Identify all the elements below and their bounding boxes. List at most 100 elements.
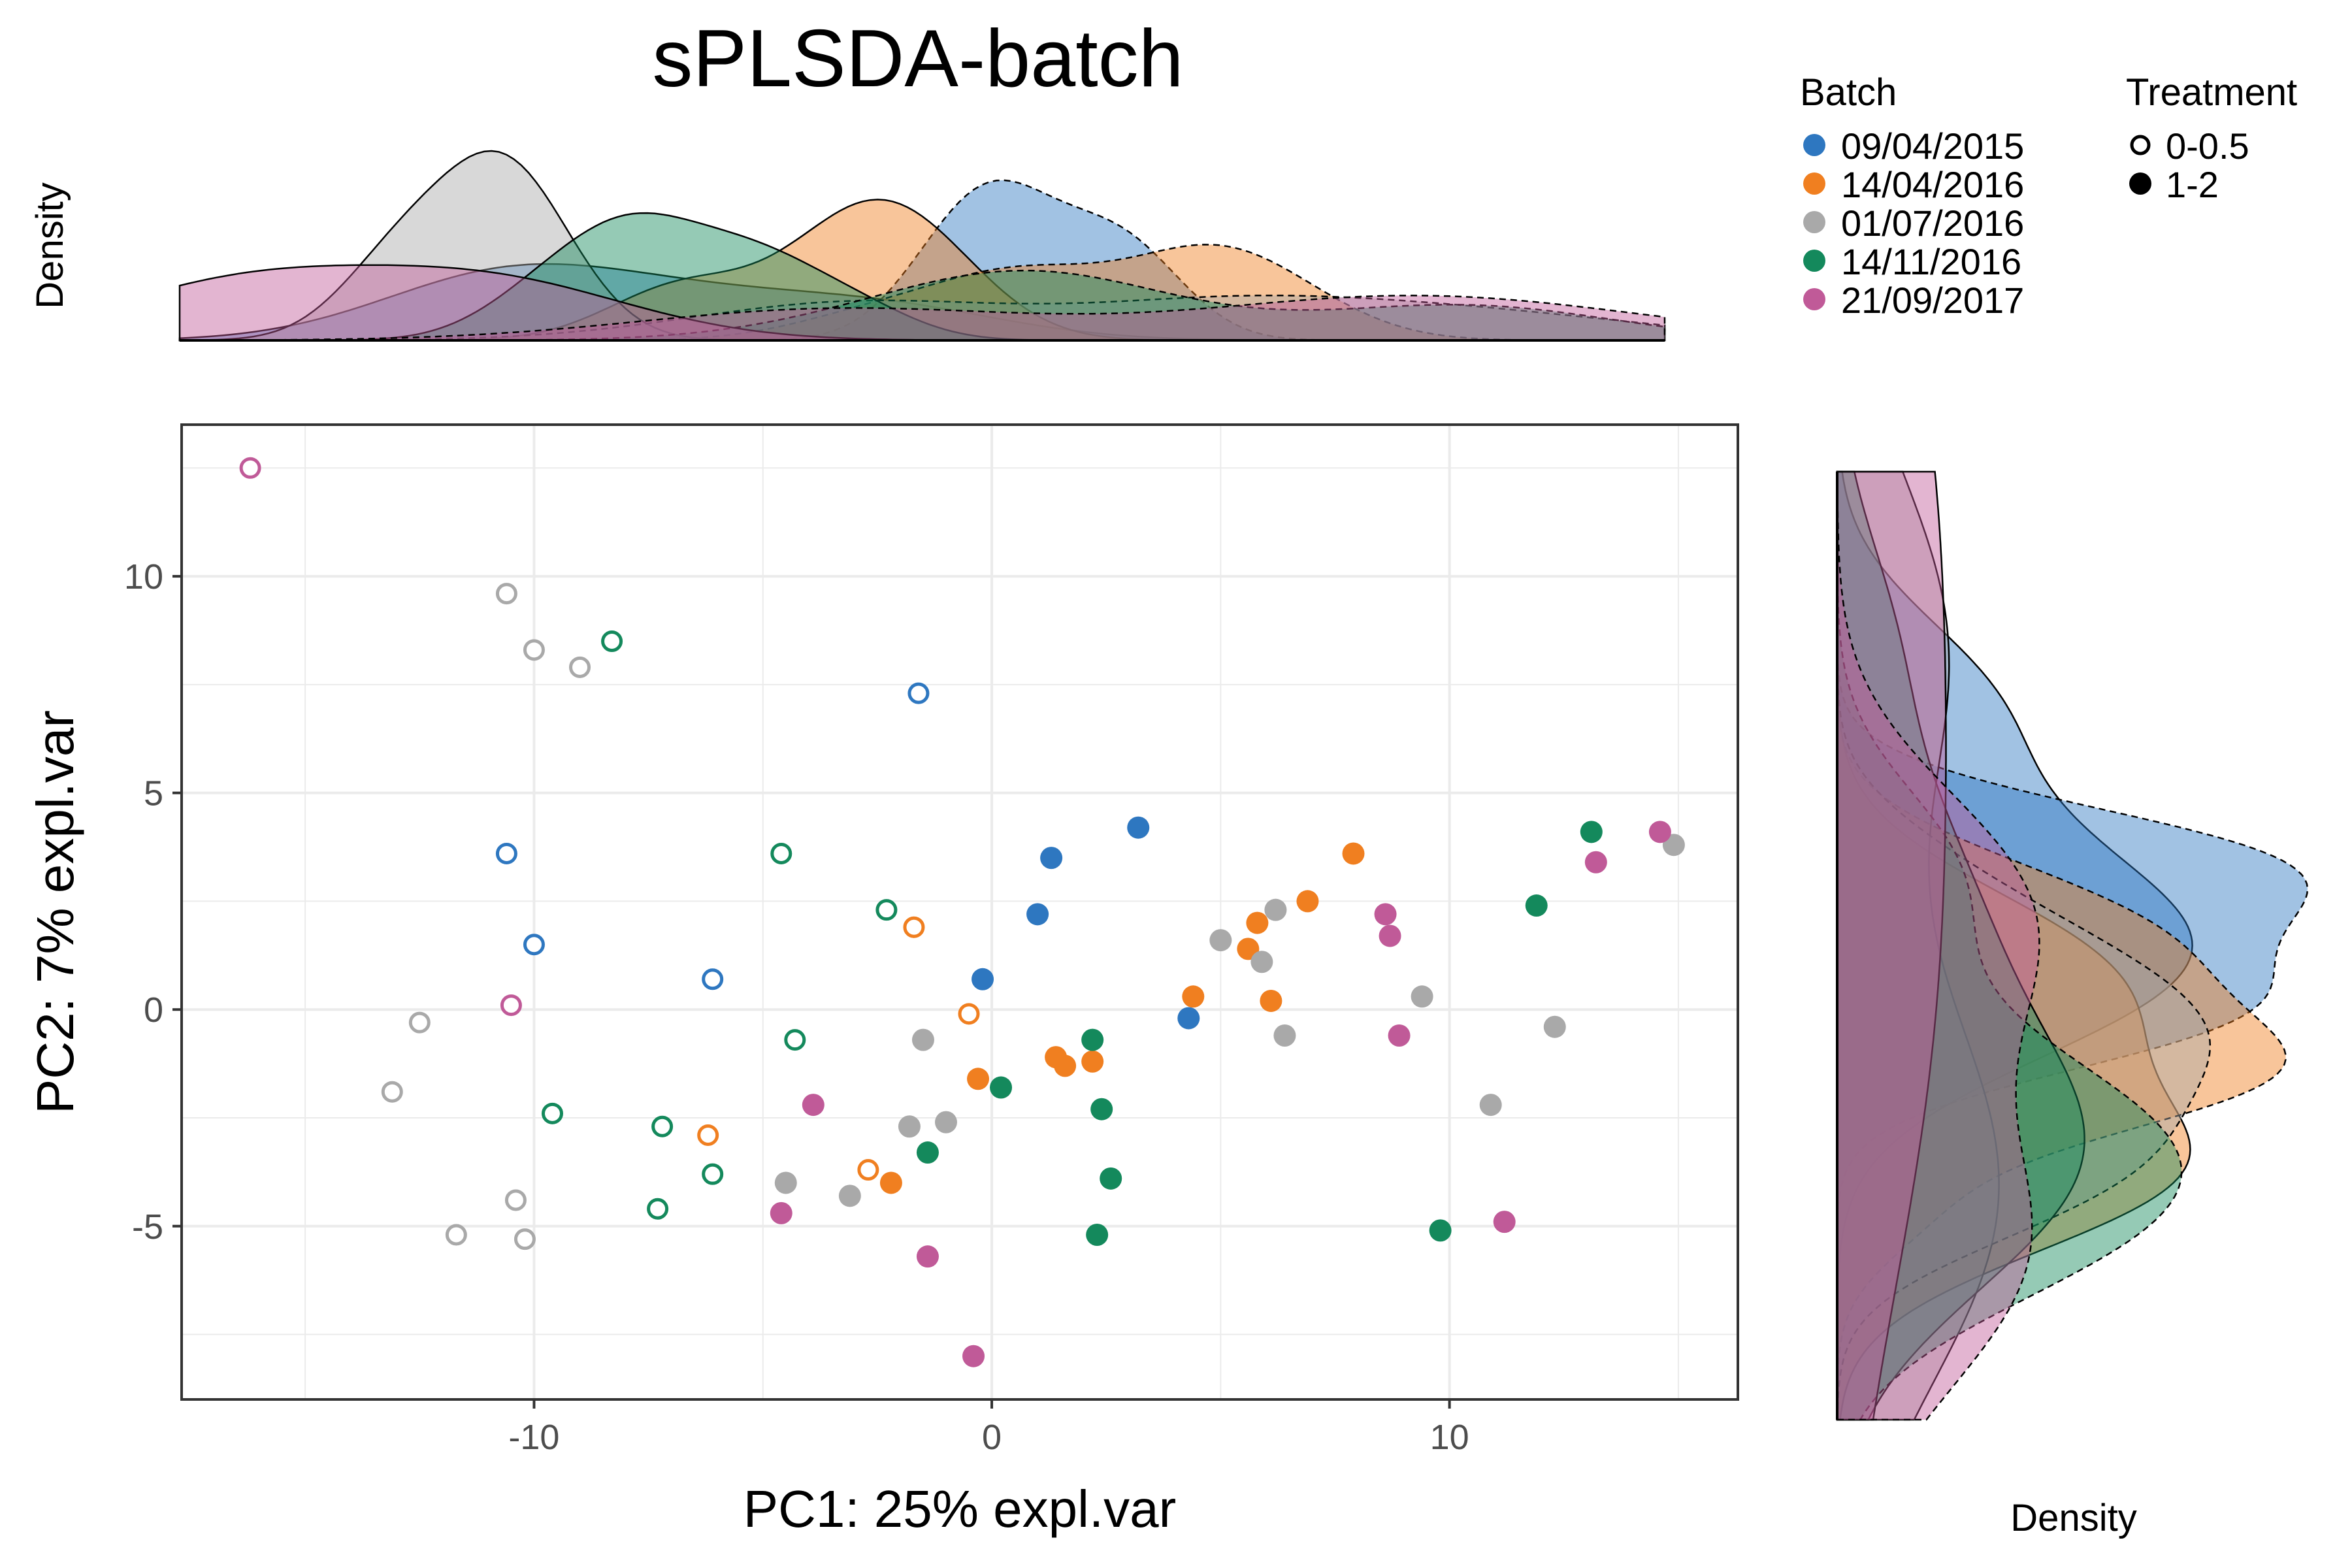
data-point [903, 916, 925, 938]
x-tick-label: 10 [1430, 1418, 1469, 1457]
data-point [495, 842, 517, 864]
legend-batch-label: 14/11/2016 [1841, 241, 2021, 282]
data-point [500, 994, 522, 1017]
right-density-curve [1836, 470, 2040, 1421]
data-point [898, 1115, 921, 1138]
data-point [934, 1111, 957, 1134]
legend-treatment-items: 0-0.51-2 [2129, 125, 2249, 205]
plot-border [180, 423, 1739, 1401]
legend-treatment-label: 1-2 [2166, 164, 2219, 205]
data-point [1081, 1050, 1104, 1073]
data-point [958, 1003, 980, 1025]
top-density-curve [178, 295, 1666, 342]
data-point [381, 1081, 403, 1103]
right-density-curve [1836, 470, 2000, 1421]
data-point [495, 583, 517, 605]
chart-title: sPLSDA-batch [652, 14, 1183, 104]
data-point [1479, 1094, 1502, 1117]
data-point [1648, 821, 1671, 843]
right-density-curve [1836, 470, 2085, 1421]
legend-treatment-title: Treatment [2126, 71, 2297, 114]
data-point [1054, 1054, 1077, 1077]
plot-background [182, 425, 1738, 1399]
y-tick-label: 0 [144, 990, 163, 1030]
data-point [702, 1163, 724, 1185]
data-point [1273, 1024, 1296, 1047]
data-point [1374, 903, 1397, 926]
data-point [1127, 816, 1150, 839]
data-point [784, 1029, 806, 1051]
top-density-panel: Density [29, 150, 1666, 342]
data-point [1580, 821, 1603, 843]
legend-batch-label: 01/07/2016 [1841, 203, 2024, 244]
legend: Batch 09/04/201514/04/201601/07/201614/1… [1800, 71, 2297, 321]
data-point [774, 1171, 797, 1194]
legend-batch-label: 14/04/2016 [1841, 164, 2024, 205]
right-density-curve [1836, 472, 2183, 1421]
data-point [875, 899, 898, 921]
right-density-axis-label: Density [2010, 1497, 2136, 1539]
x-tick-label: -10 [508, 1418, 559, 1457]
data-point [1177, 1007, 1200, 1030]
x-axis-label: PC1: 25% expl.var [743, 1480, 1177, 1538]
legend-treatment-key [2129, 172, 2151, 195]
data-point [1086, 1224, 1109, 1247]
data-point [907, 682, 930, 704]
data-point [990, 1076, 1013, 1099]
data-point [1040, 847, 1063, 870]
legend-batch-title: Batch [1800, 71, 1897, 114]
data-point [1081, 1028, 1104, 1051]
data-point [514, 1228, 536, 1250]
data-point [1100, 1167, 1122, 1190]
legend-treatment-label: 0-0.5 [2166, 125, 2249, 167]
right-density-curve [1836, 470, 1947, 1421]
data-point [601, 630, 623, 653]
data-point [857, 1159, 879, 1181]
data-point [1026, 903, 1049, 926]
data-point [802, 1094, 825, 1117]
data-point [1090, 1098, 1113, 1120]
legend-batch-key [1803, 211, 1825, 233]
data-point [838, 1184, 861, 1207]
data-point [1388, 1024, 1411, 1047]
data-point [770, 1201, 792, 1224]
data-point [239, 457, 261, 479]
legend-batch-key [1803, 134, 1825, 156]
data-point [647, 1198, 669, 1220]
data-point [523, 639, 545, 661]
data-point [1493, 1211, 1516, 1233]
axes: -10 0 10 -5 0 5 10 [124, 557, 1469, 1457]
data-point [1296, 890, 1319, 913]
data-point [504, 1189, 527, 1211]
legend-batch-items: 09/04/201514/04/201601/07/201614/11/2016… [1803, 125, 2024, 321]
data-point [962, 1345, 985, 1367]
y-tick-label: -5 [132, 1207, 163, 1247]
gridlines [182, 425, 1738, 1399]
main-plot-panel: -10 0 10 -5 0 5 10 PC1: 25% expl.var PC2: 7% e… [26, 423, 1739, 1538]
data-point [1264, 898, 1287, 921]
right-density-curve [1836, 470, 2193, 1420]
legend-batch-key [1803, 172, 1825, 195]
data-point [1342, 842, 1365, 865]
data-point [1250, 951, 1273, 973]
data-point [1182, 985, 1205, 1008]
y-axis-label: PC2: 7% expl.var [26, 710, 84, 1114]
data-point [702, 968, 724, 990]
data-point [1584, 851, 1607, 874]
top-density-axis-label: Density [29, 182, 71, 308]
data-point [523, 934, 545, 956]
y-tick-label: 10 [124, 557, 163, 596]
data-point [569, 656, 591, 678]
data-point [651, 1115, 674, 1137]
data-point [1209, 929, 1232, 952]
data-point [879, 1171, 902, 1194]
legend-treatment-key [2130, 135, 2151, 155]
data-points [239, 457, 1685, 1367]
data-point [1429, 1219, 1452, 1242]
legend-batch-label: 21/09/2017 [1841, 280, 2024, 321]
right-density-panel: Density [1836, 470, 2309, 1539]
data-point [967, 1068, 990, 1090]
data-point [445, 1224, 467, 1246]
data-point [1379, 924, 1401, 947]
